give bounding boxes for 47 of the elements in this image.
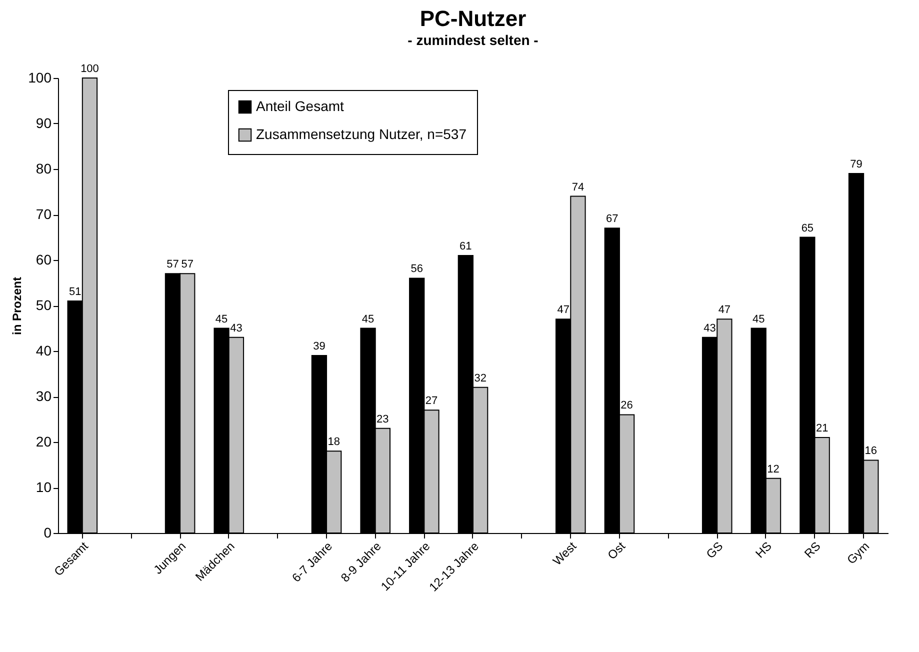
data-label: 56 bbox=[410, 263, 423, 276]
chart-subtitle: - zumindest selten - bbox=[408, 32, 539, 48]
data-label: 51 bbox=[68, 286, 82, 298]
data-label: 100 bbox=[80, 63, 99, 75]
x-tick-label: RS bbox=[802, 539, 824, 561]
chart-title: PC-Nutzer bbox=[420, 6, 527, 31]
data-label: 79 bbox=[850, 158, 862, 171]
data-label: 57 bbox=[166, 258, 179, 271]
y-tick-label: 50 bbox=[36, 297, 52, 313]
y-tick-label: 100 bbox=[28, 70, 52, 86]
y-tick-label: 0 bbox=[44, 524, 52, 540]
y-tick-label: 70 bbox=[36, 206, 52, 222]
data-label: 32 bbox=[474, 372, 486, 384]
data-label: 23 bbox=[376, 413, 389, 426]
y-axis-title: in Prozent bbox=[10, 276, 24, 336]
y-tick-label: 90 bbox=[36, 115, 52, 131]
x-tick-label: HS bbox=[752, 539, 774, 561]
x-tick-label: GS bbox=[703, 539, 726, 562]
y-tick-label: 60 bbox=[36, 252, 52, 268]
data-label: 67 bbox=[606, 213, 618, 226]
data-label: 61 bbox=[460, 240, 472, 252]
data-label: 43 bbox=[230, 322, 242, 334]
data-label: 39 bbox=[313, 340, 326, 353]
legend-label: Anteil Gesamt bbox=[256, 98, 344, 114]
data-label: 65 bbox=[801, 222, 814, 234]
x-tick-label: Gym bbox=[844, 539, 872, 567]
data-label: 47 bbox=[718, 304, 731, 316]
data-label: 45 bbox=[215, 313, 228, 326]
data-label: 45 bbox=[752, 313, 765, 326]
data-label: 18 bbox=[328, 436, 340, 448]
data-label: 21 bbox=[816, 422, 828, 434]
y-tick-label: 30 bbox=[36, 388, 52, 404]
x-tick-label: Ost bbox=[604, 538, 628, 562]
data-label: 16 bbox=[864, 445, 878, 458]
legend-label: Zusammensetzung Nutzer, n=537 bbox=[256, 126, 467, 142]
data-label: 57 bbox=[181, 258, 194, 271]
data-label: 74 bbox=[572, 181, 584, 194]
y-tick-label: 80 bbox=[36, 160, 52, 176]
y-tick-label: 40 bbox=[36, 342, 52, 358]
data-label: 12 bbox=[767, 463, 780, 476]
data-label: 26 bbox=[620, 400, 633, 412]
y-tick-label: 10 bbox=[36, 479, 52, 495]
data-label: 27 bbox=[425, 395, 438, 408]
y-tick-label: 20 bbox=[36, 434, 52, 450]
data-label: 43 bbox=[704, 322, 716, 334]
data-label: 47 bbox=[557, 304, 570, 316]
data-label: 45 bbox=[362, 313, 374, 326]
